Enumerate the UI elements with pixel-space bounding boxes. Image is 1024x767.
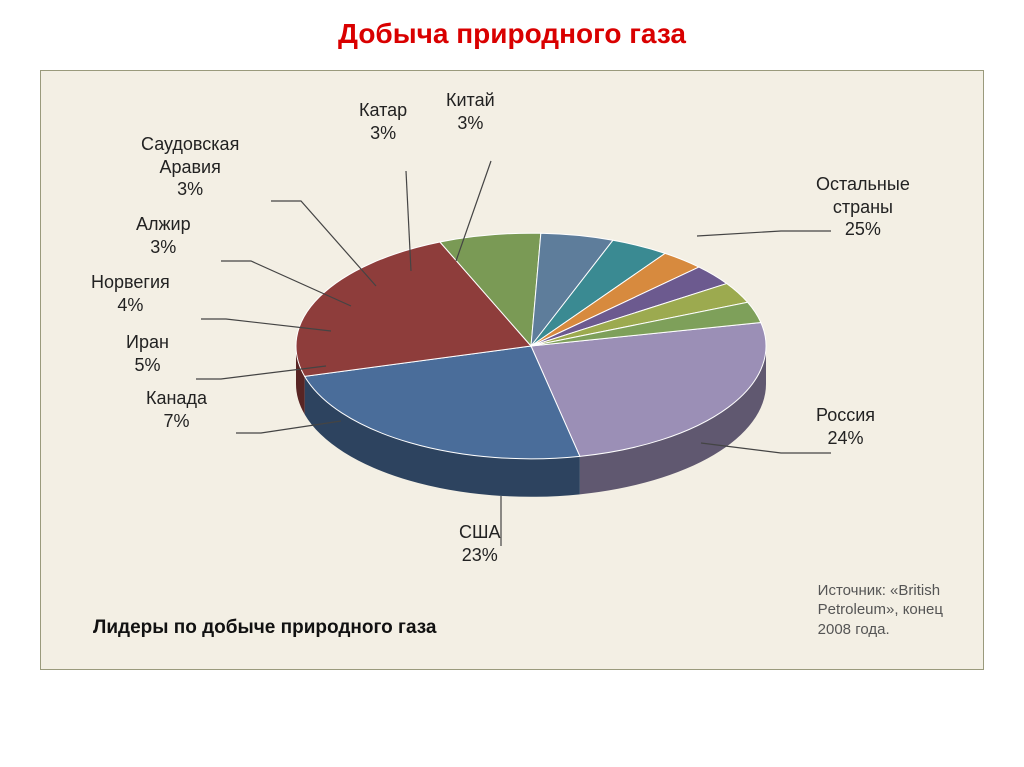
slice-label: Алжир3% [136, 213, 191, 258]
slice-label-line: 25% [816, 218, 910, 241]
slice-label: Канада7% [146, 387, 207, 432]
slice-label-line: Алжир [136, 213, 191, 236]
slice-label-line: Остальные [816, 173, 910, 196]
chart-subtitle: Лидеры по добыче природного газа [93, 617, 437, 639]
source-line: Petroleum», конец [818, 600, 943, 620]
slice-label: Россия24% [816, 404, 875, 449]
slice-label-line: 3% [446, 112, 495, 135]
chart-source: Источник: «BritishPetroleum», конец2008 … [818, 581, 943, 640]
slice-label-line: 3% [359, 122, 407, 145]
slice-label-line: Саудовская [141, 133, 239, 156]
chart-container: Остальныестраны25% Россия24% США23% Канада7… [40, 70, 984, 670]
slice-label-line: Россия [816, 404, 875, 427]
page-title: Добыча природного газа [0, 0, 1024, 60]
slice-label-line: 23% [459, 544, 501, 567]
slice-label-line: Аравия [141, 156, 239, 179]
source-line: 2008 года. [818, 620, 943, 640]
slice-label: США23% [459, 521, 501, 566]
slice-label: Иран5% [126, 331, 169, 376]
slice-label-line: 24% [816, 427, 875, 450]
slice-label-line: США [459, 521, 501, 544]
slice-label-line: 3% [141, 178, 239, 201]
slice-label: Катар3% [359, 99, 407, 144]
slice-label-line: Китай [446, 89, 495, 112]
slice-label-line: 7% [146, 410, 207, 433]
slice-label: Китай3% [446, 89, 495, 134]
source-line: Источник: «British [818, 581, 943, 601]
slice-label-line: 5% [126, 354, 169, 377]
slice-label: СаудовскаяАравия3% [141, 133, 239, 201]
slice-label-line: Иран [126, 331, 169, 354]
slice-label-line: Норвегия [91, 271, 170, 294]
slice-label: Норвегия4% [91, 271, 170, 316]
leader-line [697, 231, 831, 236]
slice-label-line: страны [816, 196, 910, 219]
slice-label-line: 4% [91, 294, 170, 317]
slice-label-line: Канада [146, 387, 207, 410]
slice-label: Остальныестраны25% [816, 173, 910, 241]
slice-label-line: Катар [359, 99, 407, 122]
slice-label-line: 3% [136, 236, 191, 259]
